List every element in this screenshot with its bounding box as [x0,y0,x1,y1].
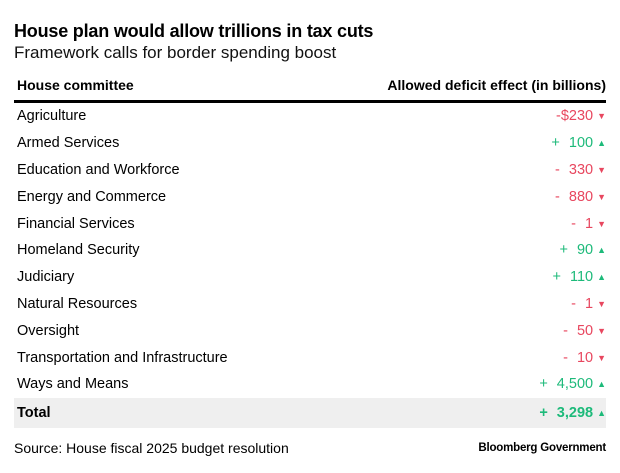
table-row: Ways and Means +4,500 ▲ [14,371,606,398]
committee-name: Transportation and Infrastructure [17,349,228,366]
value-amount: 10 [576,349,594,366]
table-row: Natural Resources -1 ▼ [14,291,606,318]
up-triangle-icon: ▲ [597,407,606,418]
value-amount: 1 [585,215,594,232]
value-amount: 880 [568,188,594,205]
value-sign: - [571,215,576,232]
committee-name: Education and Workforce [17,161,180,178]
value-sign: + [559,242,568,259]
committee-name: Judiciary [17,269,75,286]
up-triangle-icon: ▲ [597,379,606,390]
committee-name: Ways and Means [17,376,129,393]
total-sign: + [539,404,548,421]
deficit-value: +110 ▲ [552,269,606,285]
source-note: Source: House fiscal 2025 budget resolut… [14,439,289,456]
committee-name: Oversight [17,322,80,339]
up-triangle-icon: ▲ [597,272,606,283]
deficit-value: -10 ▼ [563,350,606,366]
committee-name: Energy and Commerce [17,188,167,205]
deficit-value: -1 ▼ [571,216,606,232]
deficit-value: -880 ▼ [555,189,606,205]
committee-name: Agriculture [17,108,87,125]
value-amount: -$230 [555,108,594,125]
chart-subtitle: Framework calls for border spending boos… [14,43,337,62]
table-row: Education and Workforce -330 ▼ [14,157,606,184]
deficit-value: +4,500 ▲ [539,376,606,392]
chart-container: House plan would allow trillions in tax … [14,20,606,456]
value-amount: 110 [569,269,594,286]
value-amount: 50 [576,322,594,339]
value-amount: 4,500 [556,376,594,393]
deficit-value: -$230 ▼ [556,108,606,124]
value-amount: 330 [568,161,594,178]
table-row: Oversight -50 ▼ [14,317,606,344]
deficit-value: +90 ▲ [559,242,606,258]
table-row: Judiciary +110 ▲ [14,264,606,291]
value-sign: - [571,295,576,312]
down-triangle-icon: ▼ [597,111,606,122]
table-body: Agriculture -$230 ▼ Armed Services +100 ▲ Educ… [14,103,606,398]
value-amount: 100 [568,135,594,152]
committee-name: Financial Services [17,215,135,232]
total-label: Total [17,404,51,421]
value-sign: + [551,135,560,152]
deficit-value: +100 ▲ [551,135,606,151]
chart-title: House plan would allow trillions in tax … [14,21,374,41]
value-amount: 1 [585,295,594,312]
footer: Source: House fiscal 2025 budget resolut… [14,440,606,456]
table-row: Energy and Commerce -880 ▼ [14,183,606,210]
total-value: + 3,298 ▲ [539,405,606,421]
committee-name: Armed Services [17,135,120,152]
committee-name: Homeland Security [17,242,140,259]
deficit-value: -50 ▼ [563,323,606,339]
total-amount: 3,298 [556,404,594,421]
value-sign: - [563,349,568,366]
committee-name: Natural Resources [17,295,138,312]
deficit-value: -1 ▼ [571,296,606,312]
column-header-committee: House committee [17,77,134,93]
down-triangle-icon: ▼ [597,218,606,229]
table-row: Armed Services +100 ▲ [14,130,606,157]
down-triangle-icon: ▼ [597,352,606,363]
table-header: House committee Allowed deficit effect (… [14,77,606,103]
table-row: Financial Services -1 ▼ [14,210,606,237]
total-row: Total + 3,298 ▲ [14,397,606,428]
table-row: Transportation and Infrastructure -10 ▼ [14,344,606,371]
brand-logo: Bloomberg Government [478,441,606,454]
up-triangle-icon: ▲ [597,138,606,149]
down-triangle-icon: ▼ [597,298,606,309]
table-row: Agriculture -$230 ▼ [14,103,606,130]
value-sign: + [539,376,548,393]
down-triangle-icon: ▼ [597,164,606,175]
up-triangle-icon: ▲ [597,245,606,256]
value-sign: - [555,188,560,205]
down-triangle-icon: ▼ [597,191,606,202]
value-sign: - [563,322,568,339]
value-sign: - [555,161,560,178]
value-sign: + [552,269,561,286]
table-row: Homeland Security +90 ▲ [14,237,606,264]
value-amount: 90 [576,242,594,259]
down-triangle-icon: ▼ [597,325,606,336]
deficit-value: -330 ▼ [555,162,606,178]
column-header-deficit-effect: Allowed deficit effect (in billions) [387,77,606,93]
